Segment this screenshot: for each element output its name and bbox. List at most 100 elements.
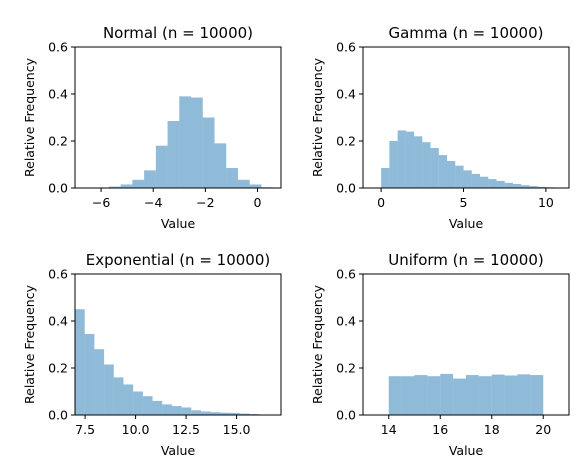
histogram-bar (530, 375, 544, 415)
x-tick-label: 5 (460, 195, 468, 210)
y-tick-label: 0.0 (48, 181, 68, 196)
histogram-bar (491, 374, 505, 415)
axes-frame (74, 273, 282, 416)
histogram-bar (179, 96, 192, 188)
y-tick-label: 0.6 (336, 267, 356, 282)
histogram-bar (144, 170, 156, 188)
histogram-bar (453, 378, 466, 415)
x-tick-label: 0 (377, 195, 385, 210)
chart-title: Exponential (n = 10000) (86, 251, 271, 269)
x-tick-label: 10.0 (122, 422, 150, 437)
histogram-bar (202, 117, 215, 188)
histogram-bar (94, 349, 105, 415)
y-axis-label: Relative Frequency (310, 57, 325, 177)
histogram-bar (84, 333, 95, 415)
histogram-bar (388, 376, 402, 415)
x-tick-label: −6 (92, 195, 110, 210)
y-tick-label: 0.4 (48, 314, 68, 329)
histogram-bar (181, 407, 192, 415)
histogram-bar (504, 375, 518, 415)
axes-frame (362, 46, 570, 189)
histogram-bar (422, 142, 431, 188)
x-tick-label: 7.5 (75, 422, 95, 437)
histogram-bar (463, 170, 472, 188)
histogram-bar (389, 141, 398, 188)
panel-exponential: 7.5 10.0 12.5 15.0 0.0 0.2 0.4 0.6 Exponential (… (22, 251, 282, 458)
histogram-bar (162, 404, 172, 415)
histogram-bar (438, 155, 448, 188)
histogram-bar (427, 376, 441, 415)
x-tick-label: 15.0 (223, 422, 251, 437)
x-tick-label: 16 (432, 422, 448, 437)
axes-frame (74, 46, 282, 189)
histogram-bar (113, 377, 124, 415)
histogram-bar (430, 148, 439, 188)
histogram-bar (132, 179, 145, 188)
x-axis-label: Value (449, 443, 484, 458)
x-axis-label: Value (161, 216, 196, 231)
histogram-bar (171, 406, 182, 415)
histogram-bar (167, 121, 180, 188)
chart-title: Normal (n = 10000) (103, 24, 253, 42)
y-axis-label: Relative Frequency (22, 284, 37, 404)
histogram-bar (405, 131, 415, 188)
histogram-bar (440, 373, 454, 415)
x-tick-label: 18 (484, 422, 500, 437)
histogram-bar (191, 97, 203, 188)
histogram-bar (447, 160, 456, 188)
histogram-bar (504, 182, 513, 188)
y-tick-label: 0.0 (48, 408, 68, 423)
histogram-bar (191, 410, 202, 415)
panel-gamma: 0 5 10 0.0 0.2 0.4 0.6 Gamma (n = 10000) Value Re… (310, 24, 570, 231)
histogram-bar (529, 186, 538, 188)
x-tick-label: 12.5 (172, 422, 200, 437)
histogram-bar (142, 396, 153, 415)
y-tick-label: 0.4 (336, 314, 356, 329)
y-tick-label: 0.2 (48, 134, 68, 149)
x-tick-label: 14 (381, 422, 397, 437)
histogram-bar (488, 179, 497, 188)
histogram-bar (466, 375, 479, 415)
panel-normal: −6 −4 −2 0 0.0 0.2 0.4 0.6 Normal (n = 10000) Val… (22, 24, 282, 231)
histogram-bar (521, 185, 530, 188)
chart-title: Uniform (n = 10000) (388, 251, 543, 269)
panel-uniform: 14 16 18 20 0.0 0.2 0.4 0.6 Uniform (n = 10000) V… (310, 251, 570, 458)
histogram-bar (220, 412, 231, 415)
histogram-bar (517, 374, 531, 415)
y-tick-label: 0.6 (48, 40, 68, 55)
y-tick-label: 0.2 (336, 361, 356, 376)
histogram-bar (249, 184, 262, 188)
x-tick-label: 0 (254, 195, 262, 210)
y-axis-label: Relative Frequency (310, 284, 325, 404)
histogram-bar (108, 186, 121, 188)
histogram-bar (123, 384, 134, 415)
histogram-bar (214, 143, 227, 188)
histogram-bar (537, 186, 546, 188)
histogram-bar (414, 136, 423, 188)
y-axis-label: Relative Frequency (22, 57, 37, 177)
histogram-bar (397, 130, 406, 188)
y-tick-label: 0.4 (48, 87, 68, 102)
histogram-bar (401, 376, 415, 415)
x-tick-label: 20 (535, 422, 551, 437)
histogram-bar (210, 412, 221, 415)
x-tick-label: −2 (196, 195, 214, 210)
histogram-bar (133, 391, 143, 415)
x-tick-label: 10 (538, 195, 554, 210)
axes-frame (362, 273, 570, 416)
histogram-bar (480, 176, 489, 188)
histogram-bar (226, 168, 238, 188)
histogram-bar (104, 364, 114, 415)
histogram-bar (414, 375, 428, 415)
histogram-bar (237, 179, 250, 188)
y-tick-label: 0.2 (336, 134, 356, 149)
y-tick-label: 0.2 (48, 361, 68, 376)
x-axis-label: Value (161, 443, 196, 458)
histogram-bar (512, 184, 522, 188)
y-tick-label: 0.0 (336, 408, 356, 423)
histogram-bar (155, 145, 168, 188)
histogram-bar (478, 376, 492, 415)
histogram-bar (381, 168, 390, 188)
histogram-bar (120, 184, 133, 188)
